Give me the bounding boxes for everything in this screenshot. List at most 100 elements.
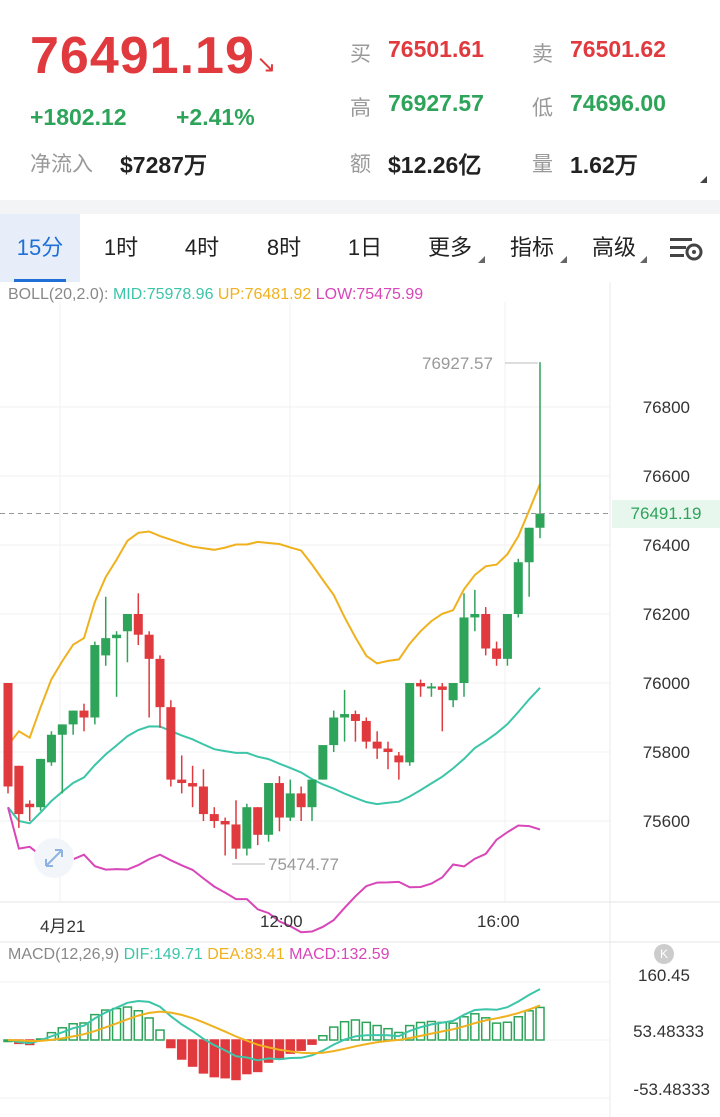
kline-chart[interactable]: BOLL(20,2.0): MID:75978.96 UP:76481.92 L…: [0, 282, 720, 1117]
macd-histogram-bar: [513, 1016, 524, 1041]
macd-histogram-bar: [415, 1021, 426, 1041]
k-badge-icon[interactable]: K: [654, 944, 674, 964]
candle-body: [68, 710, 78, 725]
y-tick: 76600: [642, 467, 690, 486]
amount-label: 额: [350, 153, 371, 176]
candle-body: [253, 807, 263, 835]
tab-15min[interactable]: 15分: [0, 214, 80, 282]
tab-indicators[interactable]: 指标: [509, 235, 554, 260]
buy-value: 76501.61: [388, 36, 484, 62]
macd-histogram-bar: [231, 1039, 241, 1081]
candle-body: [340, 714, 350, 718]
candle-body: [405, 683, 415, 763]
macd-macd-value: MACD:132.59: [289, 946, 390, 963]
macd-histogram-bar: [459, 1016, 469, 1041]
macd-histogram-bar: [155, 1029, 165, 1041]
candle-body: [329, 717, 339, 746]
price-change: +1802.12: [30, 104, 127, 130]
interval-tabs: 15分 1时 4时 8时 1日 更多 指标 高级: [0, 214, 720, 282]
candle-body: [198, 786, 208, 815]
header-expand-icon[interactable]: [700, 176, 707, 183]
macd-histogram-bar: [144, 1017, 154, 1041]
tab-advanced[interactable]: 高级: [591, 235, 636, 260]
candle-body: [437, 686, 447, 690]
candle-body: [459, 617, 469, 683]
candle-body: [372, 741, 382, 749]
candle-body: [3, 683, 13, 787]
high-value: 76927.57: [388, 90, 484, 116]
macd-histogram-bar: [187, 1039, 198, 1067]
macd-legend-name: MACD(12,26,9): [8, 946, 120, 963]
amount-value: $12.26亿: [388, 152, 482, 178]
macd-histogram-bar: [491, 1022, 502, 1041]
macd-histogram-bar: [285, 1039, 296, 1054]
candle-body: [57, 724, 67, 735]
current-price-tag: 76491.19: [612, 500, 720, 528]
candle-body: [416, 683, 426, 687]
candle-body: [36, 758, 46, 808]
y-tick: 75600: [642, 812, 690, 831]
macd-histogram-bar: [480, 1017, 491, 1041]
macd-dif-line: [7, 988, 541, 1062]
macd-legend: MACD(12,26,9) DIF:149.71 DEA:83.41 MACD:…: [8, 946, 390, 964]
candle-body: [122, 614, 132, 632]
last-price: 76491.19: [30, 27, 255, 85]
tab-8h[interactable]: 8时: [266, 235, 302, 260]
candle-body: [209, 814, 219, 821]
boll-mid-line: [7, 687, 541, 825]
boll-legend-name: BOLL(20,2.0):: [8, 286, 109, 303]
macd-histogram-bar: [220, 1039, 230, 1079]
tab-1h[interactable]: 1时: [103, 235, 139, 260]
sell-value: 76501.62: [570, 36, 666, 62]
macd-histogram-bar: [90, 1013, 100, 1041]
volume-label: 量: [532, 153, 553, 176]
candle-body: [470, 614, 480, 618]
macd-histogram-bar: [448, 1022, 458, 1041]
volume-value: 1.62万: [570, 152, 638, 178]
macd-dea-value: DEA:83.41: [207, 946, 285, 963]
macd-histogram-bar: [318, 1034, 328, 1041]
tab-1d[interactable]: 1日: [347, 235, 383, 260]
y-tick: 76000: [642, 674, 690, 693]
indicators-dropdown-icon: [560, 256, 567, 263]
candle-body: [296, 793, 306, 808]
macd-tick: -53.48333: [633, 1080, 710, 1099]
candle-body: [155, 658, 165, 708]
macd-histogram-bar: [263, 1039, 274, 1063]
y-tick: 76400: [642, 536, 690, 555]
y-tick: 76200: [642, 605, 690, 624]
buy-label: 买: [350, 43, 371, 66]
candle-body: [502, 614, 512, 659]
chart-settings-icon[interactable]: [668, 234, 704, 264]
macd-histogram-bar: [535, 1006, 545, 1041]
macd-histogram-bar: [166, 1039, 176, 1049]
low-value: 74696.00: [570, 90, 666, 116]
tab-more[interactable]: 更多: [427, 235, 472, 260]
candle-body: [14, 765, 24, 815]
candle-body: [166, 707, 176, 780]
candle-body: [177, 779, 187, 784]
macd-histogram-bar: [328, 1026, 339, 1041]
candle-body: [448, 683, 458, 701]
tab-4h[interactable]: 4时: [184, 235, 220, 260]
macd-histogram-bar: [79, 1022, 89, 1041]
candle-body: [383, 748, 393, 752]
candle-body: [318, 745, 328, 780]
boll-mid-value: MID:75978.96: [112, 286, 214, 303]
macd-histogram-bar: [198, 1039, 209, 1074]
candle-body: [394, 755, 404, 763]
x-tick: 16:00: [477, 912, 520, 931]
macd-tick: 160.45: [638, 966, 690, 985]
candle-body: [264, 783, 274, 835]
candle-body: [220, 821, 230, 825]
price-trend-arrow-icon: ↘: [256, 51, 277, 78]
quote-header: 76491.19 ↘ +1802.12 +2.41% 净流入 $7287万 买 …: [0, 0, 720, 200]
candle-body: [481, 614, 491, 649]
chart-canvas[interactable]: [0, 282, 720, 1117]
macd-histogram-bar: [350, 1019, 361, 1041]
net-inflow-label: 净流入: [30, 153, 93, 176]
boll-low-value: LOW:75475.99: [315, 286, 424, 303]
expand-icon[interactable]: [34, 838, 74, 878]
candle-body: [112, 634, 122, 639]
y-tick: 75800: [642, 743, 690, 762]
